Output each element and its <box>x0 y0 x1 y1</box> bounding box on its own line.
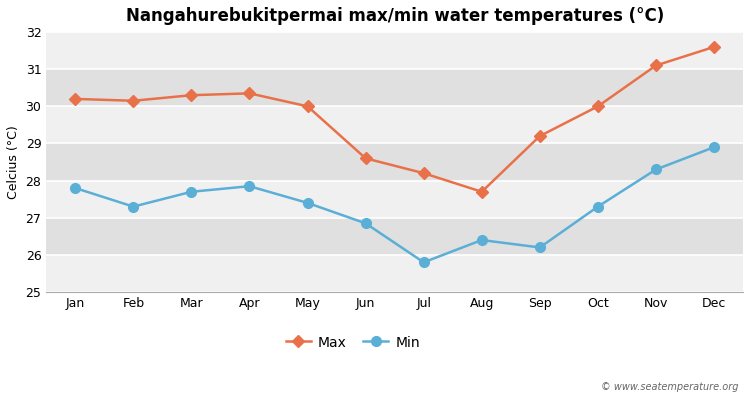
Min <box>361 221 370 226</box>
Min <box>419 260 428 265</box>
Text: © www.seatemperature.org: © www.seatemperature.org <box>602 382 739 392</box>
Min <box>70 186 80 190</box>
Min <box>593 204 602 209</box>
Max <box>477 189 486 194</box>
Max <box>361 156 370 161</box>
Bar <box>46 32 743 69</box>
Bar <box>46 144 743 181</box>
Min <box>477 238 486 242</box>
Bar <box>46 181 743 218</box>
Max <box>419 171 428 176</box>
Max <box>70 96 80 101</box>
Min <box>303 200 312 205</box>
Min <box>187 189 196 194</box>
Legend: Max, Min: Max, Min <box>280 330 425 355</box>
Min <box>652 167 661 172</box>
Bar <box>46 255 743 292</box>
Max <box>536 134 544 138</box>
Min <box>129 204 138 209</box>
Title: Nangahurebukitpermai max/min water temperatures (°C): Nangahurebukitpermai max/min water tempe… <box>125 7 664 25</box>
Bar <box>46 69 743 106</box>
Max <box>187 93 196 98</box>
Max <box>129 98 138 103</box>
Max <box>593 104 602 109</box>
Line: Min: Min <box>70 142 719 267</box>
Bar <box>46 218 743 255</box>
Min <box>245 184 254 188</box>
Min <box>536 245 544 250</box>
Bar <box>46 106 743 144</box>
Max <box>303 104 312 109</box>
Y-axis label: Celcius (°C): Celcius (°C) <box>7 125 20 199</box>
Max <box>710 44 718 49</box>
Max <box>245 91 254 96</box>
Max <box>652 63 661 68</box>
Line: Max: Max <box>71 43 718 196</box>
Min <box>710 145 718 150</box>
